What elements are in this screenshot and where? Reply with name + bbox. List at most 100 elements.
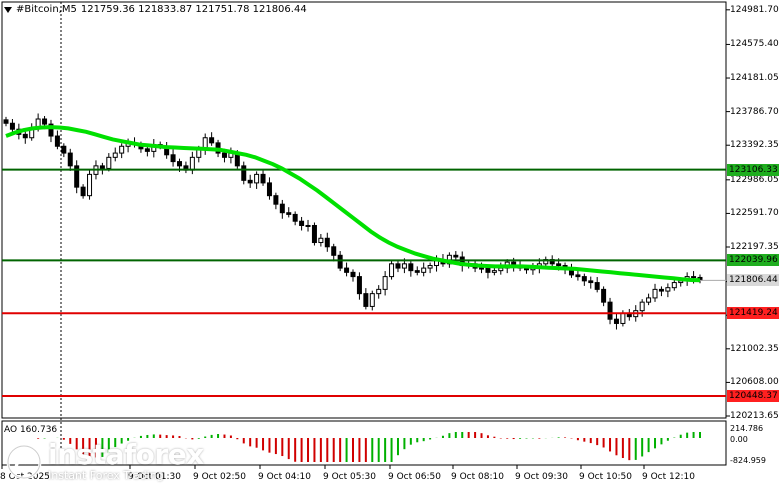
price-tick-label: 124181.05	[730, 73, 779, 84]
candle-body	[575, 274, 581, 278]
candle-body	[382, 276, 388, 290]
candle-body	[658, 288, 664, 292]
candle-body	[247, 179, 253, 184]
watermark-brand: instaforex	[48, 438, 204, 471]
price-tick-label: 122986.05	[730, 174, 779, 185]
candle-body	[671, 282, 677, 289]
candle-body	[594, 282, 600, 290]
candle-body	[74, 165, 80, 188]
candle-body	[67, 152, 73, 167]
candle-body	[87, 173, 93, 197]
candle-body	[601, 288, 607, 303]
candle-body	[318, 237, 324, 244]
current-price-tag: 121806.44	[727, 274, 779, 287]
instaforex-watermark: instaforex Instant Forex Trading	[6, 441, 204, 482]
candle-body	[241, 165, 247, 181]
candle-body	[22, 133, 28, 139]
time-tick-label: 9 Oct 06:50	[388, 472, 441, 482]
candle-body	[254, 173, 260, 184]
indicator-label: AO 160.736	[4, 425, 58, 435]
candle-body	[691, 276, 697, 279]
time-tick-label: 9 Oct 01:30	[128, 472, 181, 482]
indicator-scale-zero: 0.00	[730, 435, 748, 444]
candle-body	[665, 287, 671, 292]
price-tick-label: 122591.70	[730, 208, 779, 219]
candle-body	[588, 280, 594, 284]
candle-body	[337, 254, 343, 269]
candle-body	[613, 318, 619, 324]
candle-body	[279, 203, 285, 214]
price-tick-label: 122197.35	[730, 242, 779, 252]
candle-body	[401, 263, 407, 269]
time-tick-label: 9 Oct 09:30	[515, 472, 568, 482]
dropdown-triangle-icon[interactable]	[4, 6, 12, 13]
candle-body	[376, 288, 382, 295]
level-price-tag: 120448.37	[727, 390, 779, 402]
instaforex-logo-icon	[6, 444, 42, 479]
level-price-tag: 122039.96	[727, 254, 779, 267]
moving-average-line	[5, 125, 701, 283]
candle-body	[395, 263, 401, 269]
candle-body	[80, 186, 86, 197]
candle-body	[369, 293, 375, 307]
candle-body	[356, 276, 362, 295]
time-tick-label: 9 Oct 04:10	[258, 472, 311, 482]
candle-body	[491, 270, 497, 273]
candle-body	[54, 135, 60, 147]
price-tick-label: 124575.40	[730, 39, 779, 50]
candle-body	[479, 267, 485, 270]
candle-body	[119, 145, 125, 154]
chart-title-bar: #Bitcoin,M5 121759.36 121833.87 121751.7…	[4, 4, 307, 15]
indicator-scale-top: 214.786	[730, 424, 764, 433]
moving-average-group	[5, 125, 701, 283]
price-tick-label: 120608.00	[730, 377, 779, 388]
candle-body	[324, 237, 330, 248]
time-tick-label: 9 Oct 08:10	[451, 472, 504, 482]
candle-body	[48, 123, 54, 137]
candle-body	[344, 267, 350, 273]
candle-body	[170, 154, 176, 163]
candle-body	[485, 267, 491, 273]
price-tick-label: 124981.70	[730, 4, 779, 15]
time-tick-label: 9 Oct 12:10	[642, 472, 695, 482]
candle-body	[9, 122, 15, 130]
candle-body	[106, 156, 112, 169]
candle-body	[408, 263, 414, 272]
candle-body	[556, 263, 562, 267]
level-price-tag: 121419.24	[727, 307, 779, 320]
candle-body	[363, 293, 369, 307]
candle-body	[299, 220, 305, 226]
candle-body	[652, 288, 658, 299]
candle-body	[144, 148, 150, 152]
indicator-scale-bottom: -824.959	[730, 456, 766, 465]
symbol-label: #Bitcoin,M5	[16, 4, 77, 15]
candle-body	[620, 312, 626, 324]
candle-body	[607, 301, 613, 320]
candle-body	[99, 165, 105, 169]
candle-body	[266, 182, 272, 197]
candle-body	[646, 297, 652, 303]
time-tick-label: 9 Oct 10:50	[579, 472, 632, 482]
candle-body	[221, 152, 227, 158]
candle-body	[286, 212, 292, 215]
candle-body	[61, 145, 67, 154]
time-tick-label: 9 Oct 02:50	[193, 472, 246, 482]
price-tick-label: 121002.35	[730, 343, 779, 354]
candles-group	[3, 113, 703, 330]
candle-body	[331, 246, 337, 256]
awesome-oscillator-group	[37, 432, 701, 462]
candle-body	[421, 267, 427, 273]
levels-group	[2, 168, 726, 398]
candle-body	[273, 195, 279, 205]
price-tick-label: 120213.65	[730, 411, 779, 421]
watermark-tagline: Instant Forex Trading	[48, 469, 164, 482]
candle-body	[427, 265, 433, 269]
price-tick-label: 123392.35	[730, 140, 779, 151]
candle-body	[639, 301, 645, 312]
candle-body	[177, 161, 182, 167]
candle-body	[112, 152, 118, 158]
price-tick-label: 123786.70	[730, 106, 779, 117]
candle-body	[350, 271, 356, 278]
